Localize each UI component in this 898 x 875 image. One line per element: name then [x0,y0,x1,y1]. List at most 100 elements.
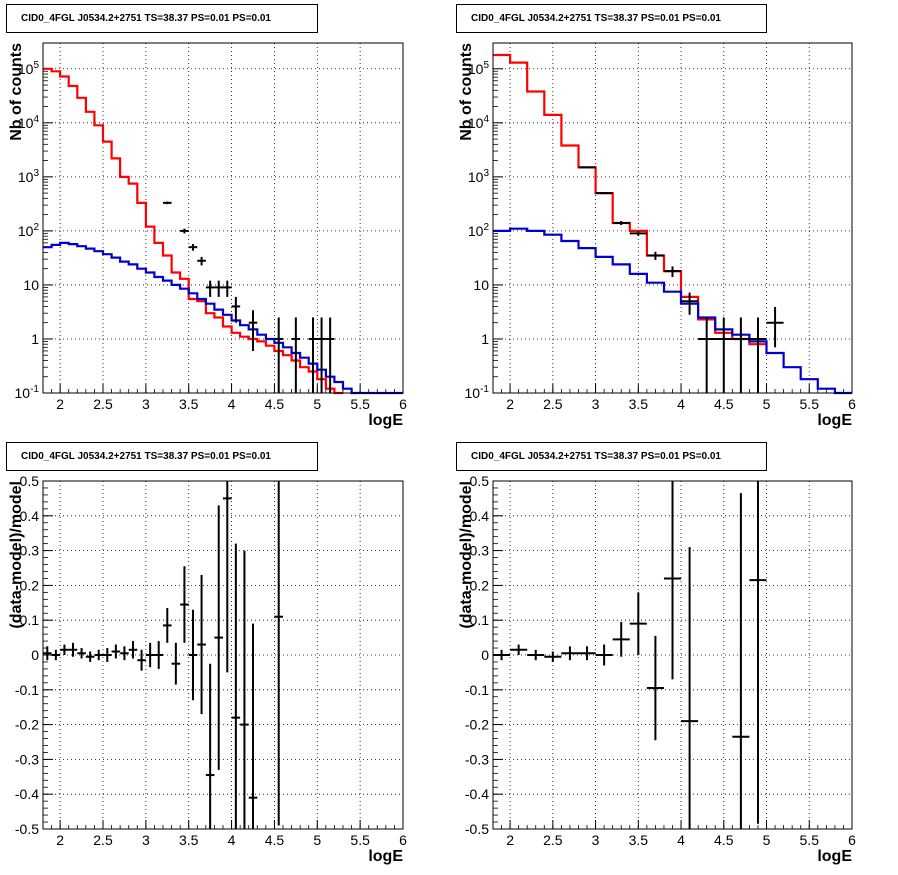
data-point [248,623,258,829]
y-tick-label: 103 [18,168,40,185]
y-tick-label: 10 [23,277,39,293]
data-point [163,608,172,643]
data-point [681,292,699,315]
plot-panel-3: 2 2.5 3 3.5 4 4.5 5 5.5 6 -0.5 -0.4 -0.3 -0.2 -0.1 0 0.… [8,473,407,865]
y-tick-label: 104 [18,114,40,131]
plot-frame [42,42,404,394]
data-point [578,166,596,169]
data-point [274,317,283,393]
x-tick-label: 2 [506,396,514,412]
y-tick-label: 0.1 [20,612,40,628]
data-point [103,648,112,662]
x-tick-label: 4.5 [265,832,285,848]
plot-frame [492,480,853,830]
data-point [197,574,206,715]
y-tick-label: -0.5 [15,821,39,837]
plot-panel-1: 2 2.5 3 3.5 4 4.5 5 5.5 6 10-1 1 10 102 103 104 105 logE… [8,42,407,429]
x-tick-label: 5 [763,396,771,412]
data-point [163,201,172,205]
y-tick-label: 0.1 [470,612,490,628]
data-point [612,621,630,657]
data-point [544,651,562,662]
plot-panel-4: 2 2.5 3 3.5 4 4.5 5 5.5 6 -0.5 -0.4 -0.3 -0.2 -0.1 0 0.… [458,473,856,865]
plot-frame [42,480,404,830]
y-tick-label: 0.2 [20,577,40,593]
x-tick-label: 4.5 [714,396,734,412]
x-tick-label: 5 [763,832,771,848]
data-point [291,317,301,393]
y-tick-label: 0.4 [470,508,490,524]
data-point [510,644,528,655]
x-tick-label: 3 [142,396,150,412]
y-tick-label: -0.3 [15,751,39,767]
data-point [85,651,95,662]
x-tick-label: 3 [142,832,150,848]
data-point [248,310,258,351]
y-tick-label: 0.5 [20,473,40,489]
y-tick-label: 1 [481,331,489,347]
x-tick-label: 4.5 [265,396,285,412]
y-axis-label: (data-model)/model [8,481,25,629]
y-tick-label: 105 [18,60,40,77]
data-point [154,641,163,669]
plot-frame [492,42,853,394]
data-point [231,296,241,323]
x-tick-label: 2 [56,396,64,412]
x-tick-label: 2.5 [543,396,563,412]
y-tick-label: -0.4 [465,786,489,802]
data-point [629,592,647,655]
y-tick-label: 102 [18,222,40,239]
y-tick-label: 103 [468,168,490,185]
y-tick-label: 105 [468,60,490,77]
data-point [732,317,750,393]
data-point [205,280,215,297]
data-point [171,642,181,685]
x-tick-label: 4 [677,832,685,848]
y-tick-label: 102 [468,222,490,239]
y-axis-label: (data-model)/model [458,481,475,629]
x-tick-label: 3 [592,396,600,412]
data-point [197,256,206,266]
data-point [308,317,318,393]
data-point [561,646,579,661]
x-tick-label: 2.5 [543,832,563,848]
x-tick-label: 6 [399,832,407,848]
x-tick-label: 4 [677,396,685,412]
data-point [68,642,78,657]
data-point [137,649,146,671]
y-tick-label: 0.2 [470,577,490,593]
y-tick-label: 0.4 [20,508,40,524]
data-point [60,644,69,655]
x-tick-label: 2.5 [93,396,113,412]
data-point [43,646,52,661]
data-point [663,481,682,680]
x-tick-label: 4 [228,832,236,848]
data-point [231,543,241,829]
y-tick-label: 0 [31,647,39,663]
x-tick-label: 3 [592,832,600,848]
data-point [223,481,232,673]
data-point [663,266,682,278]
x-tick-label: 5.5 [800,832,820,848]
source-model-histogram [43,241,403,395]
y-tick-label: -0.2 [15,717,39,733]
x-tick-label: 3.5 [629,396,649,412]
y-tick-label: -0.5 [465,821,489,837]
x-tick-label: 4 [228,396,236,412]
data-point [214,505,223,770]
data-point [274,481,283,826]
y-tick-label: 0.5 [470,473,490,489]
panel-1-title: CID0_4FGL J0534.2+2751 TS=38.37 PS=0.01 … [6,4,318,33]
y-tick-label: 0.3 [470,543,490,559]
data-point [205,663,215,829]
y-axis-label: Nb of counts [8,43,25,141]
panel-2-title: CID0_4FGL J0534.2+2751 TS=38.37 PS=0.01 … [456,4,767,33]
y-tick-label: -0.3 [465,751,489,767]
data-point [493,649,511,661]
y-tick-label: 10-1 [465,384,490,401]
x-tick-label: 6 [848,396,856,412]
y-tick-label: 10-1 [15,384,40,401]
x-tick-label: 5.5 [350,396,370,412]
panel-3-title: CID0_4FGL J0534.2+2751 TS=38.37 PS=0.01 … [6,442,318,471]
